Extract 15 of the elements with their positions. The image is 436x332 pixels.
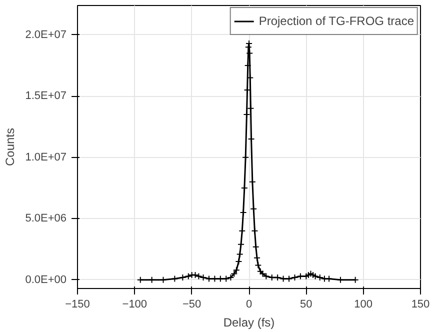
y-tick-label: 2.0E+07 — [25, 28, 67, 41]
y-tick-label: 1.5E+07 — [25, 90, 67, 102]
x-tick-label: 0 — [246, 298, 252, 310]
legend-label: Projection of TG-FROG trace — [258, 14, 414, 28]
x-tick-label: −50 — [182, 298, 202, 310]
x-tick-label: −150 — [65, 298, 90, 310]
y-tick-label: 5.0E+06 — [25, 212, 67, 225]
y-tick-label: 0.0E+00 — [25, 274, 67, 286]
y-axis-title: Counts — [3, 128, 18, 166]
x-axis-title: Delay (fs) — [223, 316, 275, 330]
x-tick-label: 100 — [354, 298, 373, 310]
x-tick-label: −100 — [122, 298, 148, 310]
x-tick-label: 150 — [411, 298, 430, 310]
x-tick-label: 50 — [300, 298, 312, 310]
y-tick-label: 1.0E+07 — [25, 151, 67, 164]
